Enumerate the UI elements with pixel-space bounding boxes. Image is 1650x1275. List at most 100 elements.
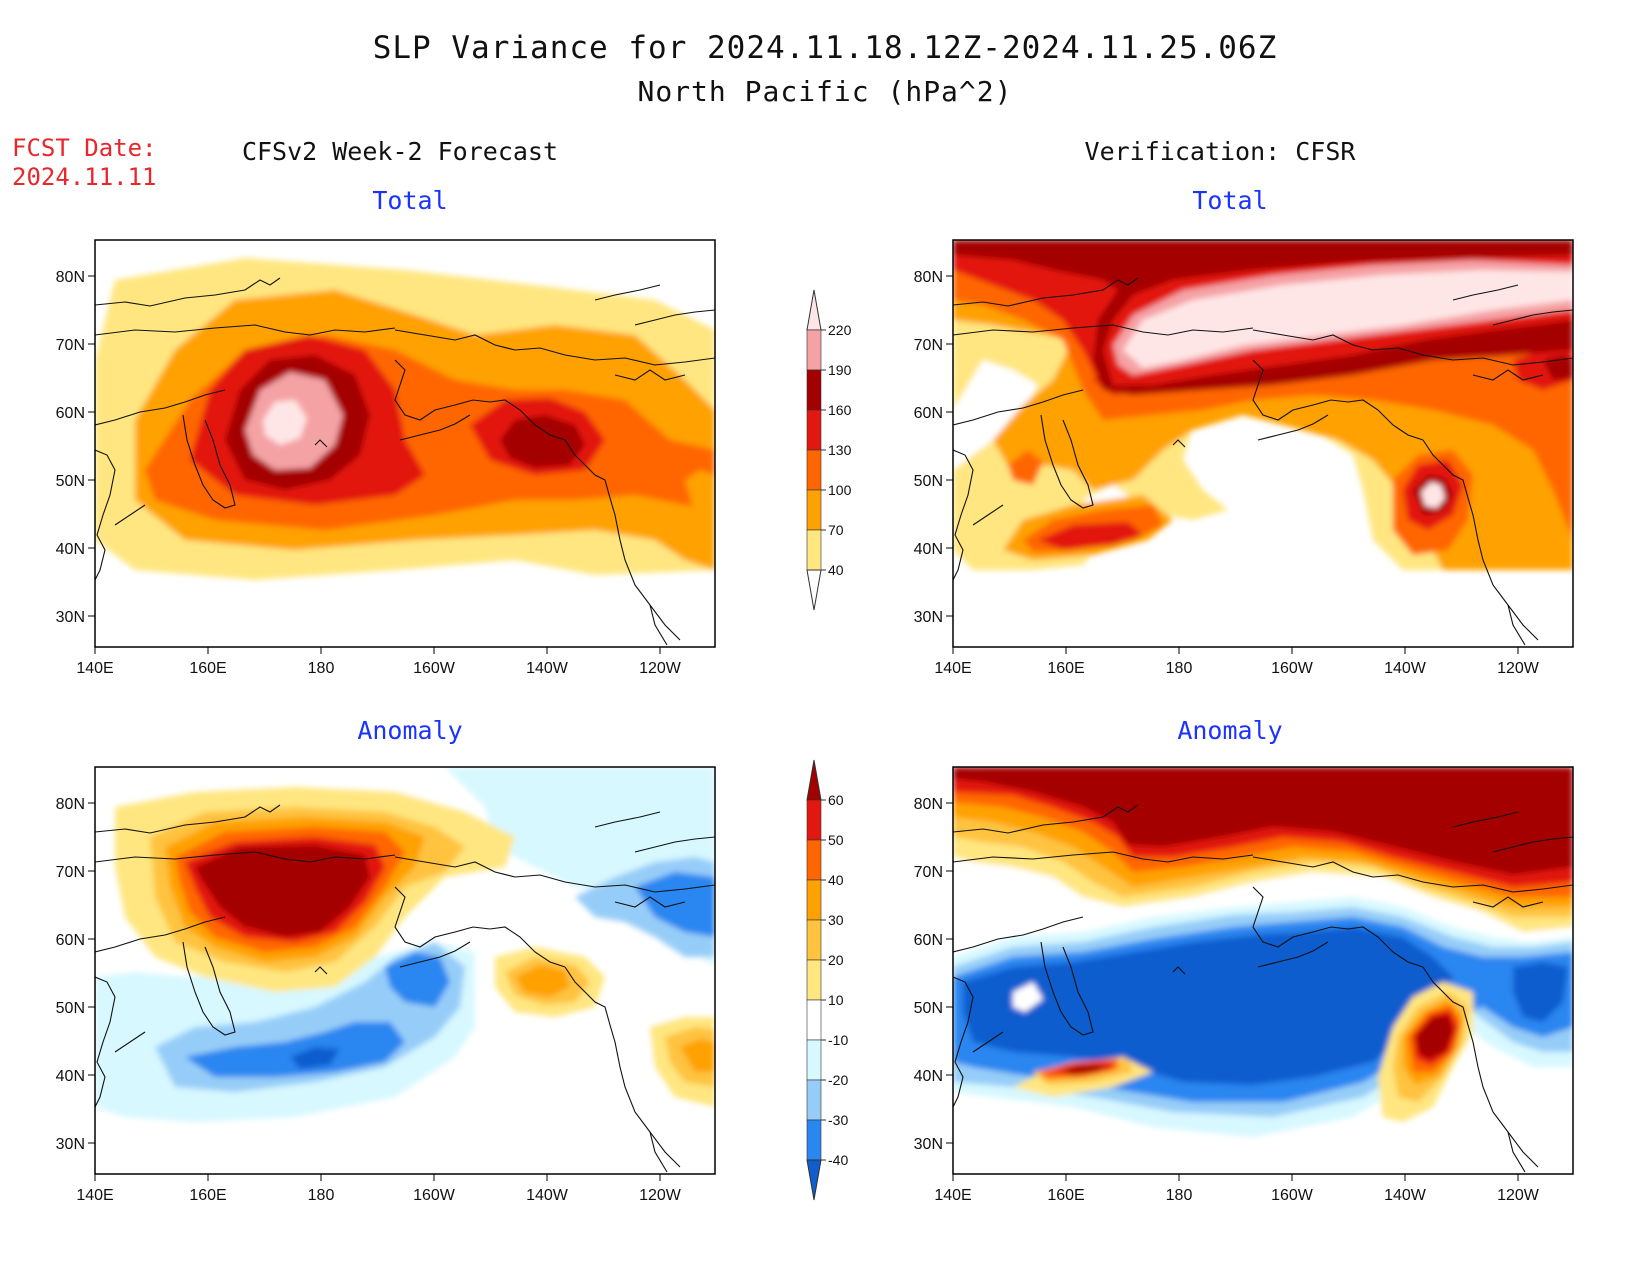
lon-tick-label: 160E [189,660,226,677]
lon-tick-label: 160W [413,660,456,677]
colorbar-bottom-cap [806,569,822,611]
lat-tick-label: 80N [914,269,943,286]
colorbar-level-label: 50 [828,832,844,848]
verification-anomaly-label: Anomaly [1177,716,1283,745]
main-subtitle: North Pacific (hPa^2) [637,75,1013,108]
colorbar-segment [806,529,822,571]
lat-tick-label: 80N [56,796,85,813]
lon-tick-label: 180 [308,1187,335,1204]
lat-tick-label: 50N [914,1000,943,1017]
colorbar-level-label: 130 [828,442,852,458]
colorbar-bottom-cap [806,1159,822,1201]
fcst-date-value: 2024.11.11 [12,163,157,191]
colorbar-level-label: 220 [828,322,852,338]
forecast-anomaly-label: Anomaly [357,716,463,745]
lat-tick-label: 50N [56,473,85,490]
lon-tick-label: 180 [1166,660,1193,677]
colorbar-segment [806,489,822,531]
lon-tick-label: 140W [1384,1187,1427,1204]
colorbar-segment [806,409,822,451]
colorbar-level-label: -40 [828,1152,848,1168]
anomaly-colorbar: -40 -30 -20 -10 10 20 30 40 50 60 [806,759,848,1201]
lon-tick-label: 160E [1047,660,1084,677]
lat-tick-label: 40N [56,1068,85,1085]
colorbar-level-label: -20 [828,1072,848,1088]
lat-tick-label: 70N [914,864,943,881]
colorbar-level-label: 60 [828,792,844,808]
lon-tick-label: 120W [1497,660,1540,677]
verification-anomaly-map [953,767,1573,1174]
verification-total-map [953,240,1573,647]
colorbar-level-label: 100 [828,482,852,498]
colorbar-level-label: -10 [828,1032,848,1048]
lat-tick-label: 70N [56,864,85,881]
colorbar-level-label: 10 [828,992,844,1008]
right-column-header: Verification: CFSR [1084,137,1356,166]
fcst-date-label: FCST Date: [12,134,157,162]
main-title: SLP Variance for 2024.11.18.12Z-2024.11.… [372,30,1278,66]
verification-total-label: Total [1192,186,1268,215]
colorbar-level-label: 190 [828,362,852,378]
lat-tick-label: 80N [56,269,85,286]
lat-tick-label: 40N [914,1068,943,1085]
lat-tick-label: 60N [56,932,85,949]
left-column-header: CFSv2 Week-2 Forecast [241,137,559,166]
lat-tick-label: 60N [914,405,943,422]
forecast-total-label: Total [372,186,448,215]
lat-tick-label: 50N [914,473,943,490]
colorbar-segment [806,959,822,1001]
lon-tick-label: 140E [934,660,971,677]
lat-tick-label: 80N [914,796,943,813]
lat-tick-label: 60N [56,405,85,422]
lon-tick-label: 140E [76,660,113,677]
lat-tick-label: 30N [914,609,943,626]
colorbar-level-label: 20 [828,952,844,968]
colorbar-top-cap [806,759,822,801]
colorbar-segment [806,1079,822,1121]
colorbar-segment [806,369,822,411]
colorbar-level-label: 40 [828,562,844,578]
forecast-total-map [95,240,715,647]
colorbar-level-label: 40 [828,872,844,888]
colorbar-segment [806,919,822,961]
lat-tick-label: 40N [914,541,943,558]
colorbar-level-label: 70 [828,522,844,538]
lon-tick-label: 140E [934,1187,971,1204]
colorbar-level-label: 160 [828,402,852,418]
colorbar-segment [806,1039,822,1081]
lon-tick-label: 140W [526,1187,569,1204]
map-axes: 80N 70N 60N 50N 40N 30N 140E 160E 180 160W 140W 120… [56,269,1540,1204]
lat-tick-label: 70N [56,337,85,354]
lat-tick-label: 40N [56,541,85,558]
colorbar-top-cap [806,289,822,331]
colorbar-level-label: -30 [828,1112,848,1128]
lon-tick-label: 140W [526,660,569,677]
colorbar-segment [806,879,822,921]
lat-tick-label: 60N [914,932,943,949]
colorbar-segment [806,839,822,881]
colorbar-level-label: 30 [828,912,844,928]
colorbar-segment [806,1119,822,1161]
lon-tick-label: 120W [639,1187,682,1204]
forecast-anomaly-map [95,767,715,1174]
lat-tick-label: 30N [56,1136,85,1153]
colorbar-segment [806,329,822,371]
lon-tick-label: 120W [639,660,682,677]
colorbar-segment [806,799,822,841]
lon-tick-label: 160W [1271,660,1314,677]
lat-tick-label: 30N [56,609,85,626]
lon-tick-label: 160E [1047,1187,1084,1204]
lon-tick-label: 180 [1166,1187,1193,1204]
colorbar-segment [806,999,822,1041]
lon-tick-label: 140W [1384,660,1427,677]
lat-tick-label: 70N [914,337,943,354]
lat-tick-label: 30N [914,1136,943,1153]
lon-tick-label: 160E [189,1187,226,1204]
lat-tick-label: 50N [56,1000,85,1017]
lon-tick-label: 180 [308,660,335,677]
total-colorbar: 40 70 100 130 160 190 220 [806,289,852,611]
lon-tick-label: 160W [1271,1187,1314,1204]
lon-tick-label: 160W [413,1187,456,1204]
lon-tick-label: 120W [1497,1187,1540,1204]
